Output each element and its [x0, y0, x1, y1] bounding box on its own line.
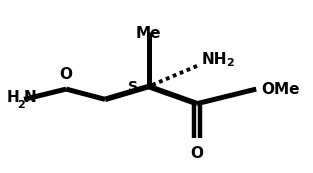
Text: 2: 2 — [17, 99, 25, 110]
Text: H: H — [7, 90, 20, 105]
Text: S: S — [128, 80, 138, 94]
Text: 2: 2 — [227, 58, 234, 68]
Text: O: O — [191, 146, 203, 161]
Text: O: O — [60, 67, 73, 82]
Text: OMe: OMe — [261, 82, 300, 97]
Text: N: N — [24, 90, 37, 105]
Text: Me: Me — [136, 26, 162, 42]
Text: NH: NH — [202, 52, 227, 67]
